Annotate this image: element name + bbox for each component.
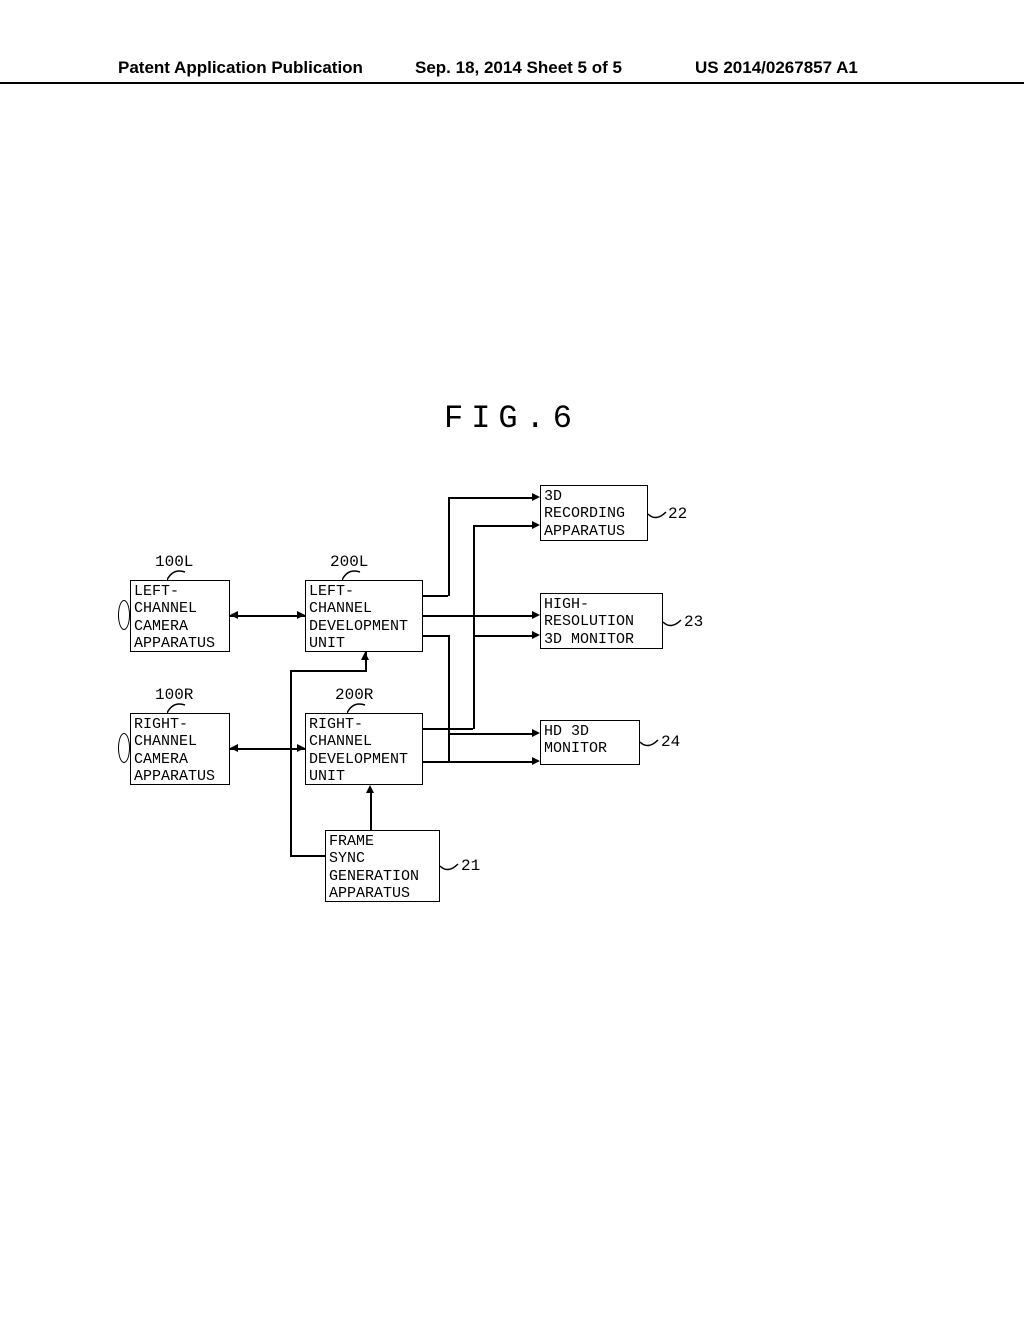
- block-diagram: LEFT- CHANNEL CAMERA APPARATUS 100L RIGH…: [110, 475, 810, 945]
- left-camera-label: LEFT- CHANNEL CAMERA APPARATUS: [134, 583, 215, 652]
- arrow-head-icon: [297, 611, 305, 619]
- ref-curve-icon: [440, 862, 460, 872]
- connector-line: [473, 635, 532, 637]
- connector-line: [448, 497, 450, 596]
- ref-curve-icon: [342, 568, 364, 582]
- connector-line: [290, 670, 365, 672]
- arrow-head-icon: [532, 757, 540, 765]
- connector-line: [448, 497, 532, 499]
- right-dev-label: RIGHT- CHANNEL DEVELOPMENT UNIT: [309, 716, 408, 785]
- arrow-head-icon: [532, 521, 540, 529]
- header-rule: [0, 82, 1024, 84]
- ref-curve-icon: [640, 738, 660, 748]
- sync-box: FRAME SYNC GENERATION APPARATUS: [325, 830, 440, 902]
- ref-curve-icon: [167, 568, 189, 582]
- connector-line: [423, 615, 532, 617]
- arrow-head-icon: [230, 744, 238, 752]
- highres-label: HIGH- RESOLUTION 3D MONITOR: [544, 596, 634, 648]
- right-camera-label: RIGHT- CHANNEL CAMERA APPARATUS: [134, 716, 215, 785]
- sync-label: FRAME SYNC GENERATION APPARATUS: [329, 833, 419, 902]
- ref-curve-icon: [167, 701, 189, 715]
- connector-line: [290, 855, 325, 857]
- hd3d-box: HD 3D MONITOR: [540, 720, 640, 765]
- header-center: Sep. 18, 2014 Sheet 5 of 5: [415, 58, 622, 78]
- header-left: Patent Application Publication: [118, 58, 363, 78]
- arrow-head-icon: [366, 785, 374, 793]
- left-dev-label: LEFT- CHANNEL DEVELOPMENT UNIT: [309, 583, 408, 652]
- hd3d-label: HD 3D MONITOR: [544, 723, 607, 757]
- arrow-head-icon: [297, 744, 305, 752]
- left-dev-box: LEFT- CHANNEL DEVELOPMENT UNIT: [305, 580, 423, 652]
- left-camera-box: LEFT- CHANNEL CAMERA APPARATUS: [130, 580, 230, 652]
- highres-ref: 23: [684, 613, 703, 631]
- rec3d-label: 3D RECORDING APPARATUS: [544, 488, 625, 540]
- figure-title: FIG.6: [0, 400, 1024, 437]
- rec3d-ref: 22: [668, 505, 687, 523]
- connector-line: [423, 761, 532, 763]
- connector-line: [370, 793, 372, 830]
- header-right: US 2014/0267857 A1: [695, 58, 858, 78]
- right-camera-box: RIGHT- CHANNEL CAMERA APPARATUS: [130, 713, 230, 785]
- arrow-head-icon: [532, 631, 540, 639]
- connector-line: [423, 635, 448, 637]
- arrow-head-icon: [532, 729, 540, 737]
- arrow-head-icon: [532, 611, 540, 619]
- connector-line: [448, 635, 450, 761]
- arrow-head-icon: [532, 493, 540, 501]
- connector-line: [230, 615, 305, 617]
- ref-curve-icon: [347, 701, 369, 715]
- right-dev-box: RIGHT- CHANNEL DEVELOPMENT UNIT: [305, 713, 423, 785]
- ref-curve-icon: [648, 510, 668, 520]
- connector-line: [473, 525, 532, 527]
- arrow-head-icon: [230, 611, 238, 619]
- sync-ref: 21: [461, 857, 480, 875]
- connector-line: [423, 595, 448, 597]
- connector-line: [230, 748, 305, 750]
- connector-line: [448, 733, 532, 735]
- connector-line: [365, 652, 367, 672]
- ref-curve-icon: [663, 618, 683, 628]
- lens-icon: [118, 733, 130, 763]
- rec3d-box: 3D RECORDING APPARATUS: [540, 485, 648, 541]
- hd3d-ref: 24: [661, 733, 680, 751]
- connector-line: [473, 525, 475, 729]
- highres-box: HIGH- RESOLUTION 3D MONITOR: [540, 593, 663, 649]
- connector-line: [290, 670, 292, 856]
- lens-icon: [118, 600, 130, 630]
